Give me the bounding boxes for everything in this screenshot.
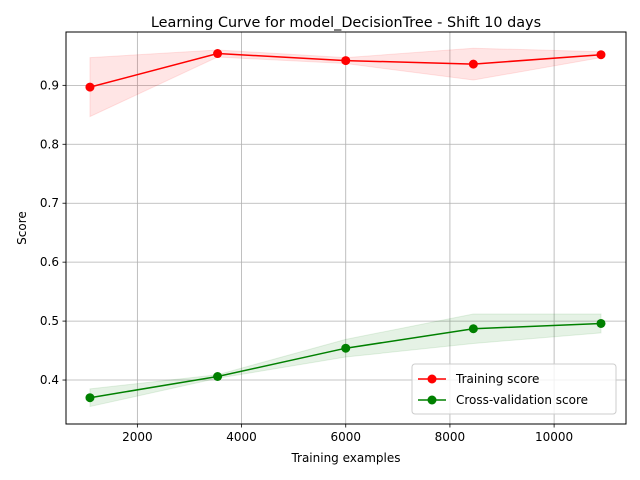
y-tick-label: 0.9 — [40, 78, 59, 92]
legend-training-score-label: Training score — [455, 372, 539, 386]
cross-validation-score-band — [89, 313, 602, 408]
x-tick-label: 4000 — [226, 430, 257, 444]
chart-title: Learning Curve for model_DecisionTree - … — [151, 15, 541, 31]
training-score-point — [213, 49, 223, 59]
cross-validation-score-point — [341, 343, 351, 353]
axis-ticks: 2000 4000 6000 8000 10000 0.4 0.5 0.6 0.7 0.8 0.9 — [40, 78, 573, 444]
cross-validation-score-point — [213, 371, 223, 381]
x-tick-label: 8000 — [435, 430, 466, 444]
grid — [66, 32, 626, 424]
y-axis-label: Score — [15, 211, 29, 245]
training-score-point — [85, 82, 95, 92]
series-markers — [85, 49, 606, 403]
y-tick-label: 0.8 — [40, 137, 59, 151]
x-tick-label: 10000 — [535, 430, 573, 444]
legend-cross-validation-score-marker — [427, 395, 437, 405]
y-tick-label: 0.5 — [40, 314, 59, 328]
cross-validation-score-point — [85, 393, 95, 403]
legend-box — [411, 363, 617, 415]
training-score-point — [468, 59, 478, 69]
y-tick-label: 0.4 — [40, 373, 59, 387]
training-score-point — [341, 56, 351, 66]
y-tick-label: 0.7 — [40, 196, 59, 210]
cross-validation-score-point — [468, 324, 478, 334]
x-tick-label: 6000 — [330, 430, 361, 444]
cross-validation-score-point — [596, 318, 606, 328]
legend-training-score-marker — [427, 374, 437, 384]
y-tick-label: 0.6 — [40, 255, 59, 269]
legend-cross-validation-score-label: Cross-validation score — [456, 393, 588, 407]
x-tick-label: 2000 — [122, 430, 153, 444]
x-axis-label: Training examples — [290, 451, 400, 465]
legend: Training score Cross-validation score — [411, 363, 617, 415]
training-score-point — [596, 50, 606, 60]
